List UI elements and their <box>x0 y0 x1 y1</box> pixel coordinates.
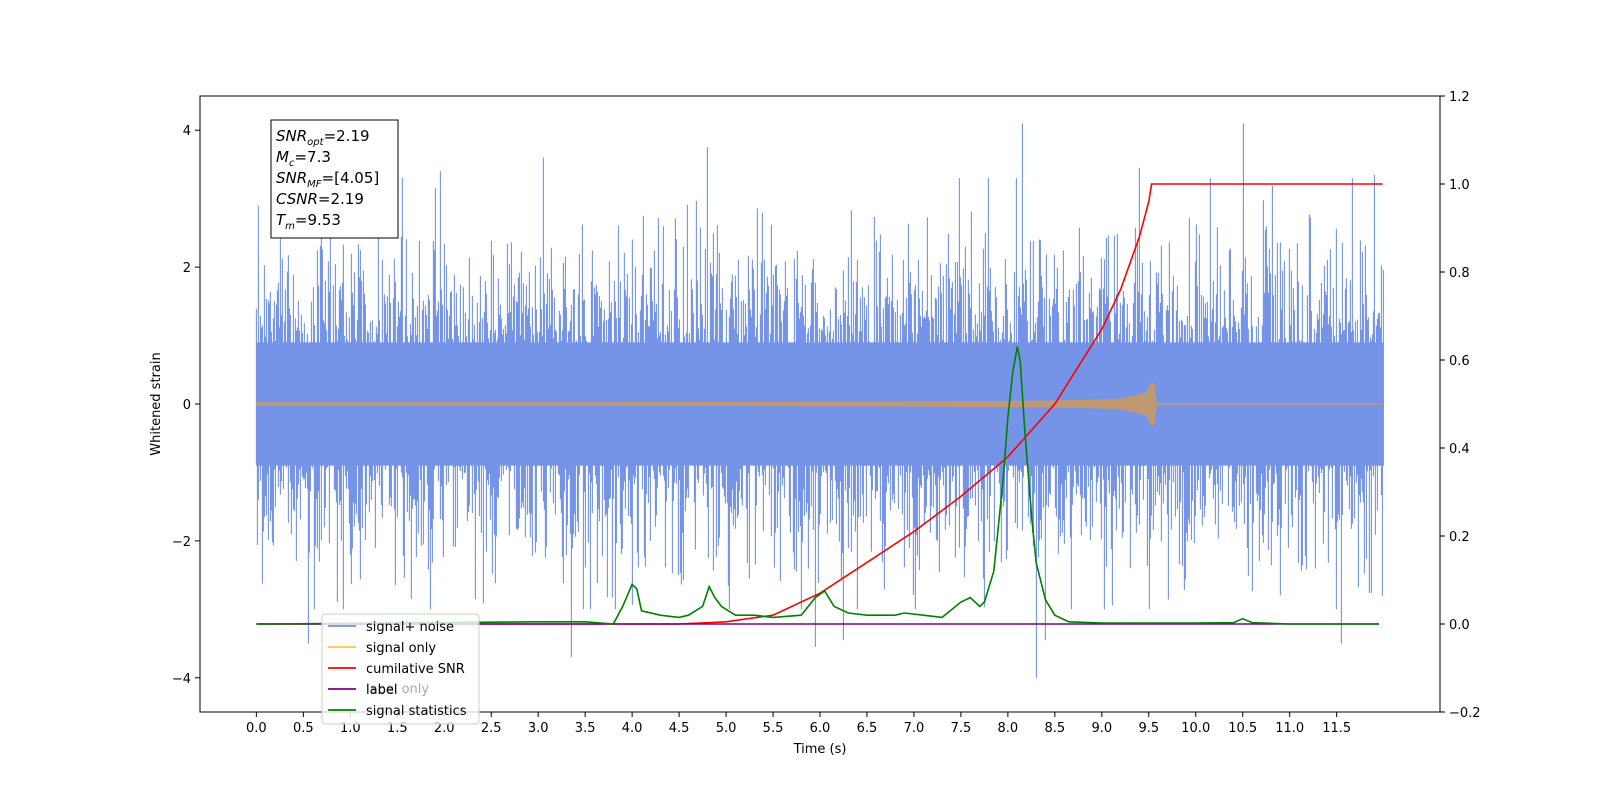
x-tick-label: 10.0 <box>1181 721 1210 736</box>
y2-tick-label: 0.4 <box>1449 442 1470 457</box>
x-tick-label: 7.0 <box>904 721 925 736</box>
x-axis-label: Time (s) <box>793 742 847 757</box>
parameter-line: Tm=9.53 <box>276 211 341 232</box>
y-axis-right: −0.2 0.0 0.2 0.4 0.6 0.8 1.0 1.2 <box>1440 90 1481 721</box>
legend: label only signal+ noise signal only cumila… <box>321 613 480 725</box>
series-signal-only <box>255 383 1383 425</box>
y2-tick-label: −0.2 <box>1449 706 1481 721</box>
parameter-line: Mc=7.3 <box>276 148 331 169</box>
x-tick-label: 0.5 <box>293 721 314 736</box>
y-tick-label: 0 <box>183 398 191 413</box>
x-tick-label: 9.0 <box>1091 721 1112 736</box>
x-tick-label: 5.5 <box>763 721 784 736</box>
x-tick-label: 6.5 <box>857 721 878 736</box>
x-tick-label: 7.5 <box>951 721 972 736</box>
x-tick-label: 11.0 <box>1275 721 1304 736</box>
x-tick-label: 8.0 <box>998 721 1019 736</box>
parameter-line: SNRMF=[4.05] <box>276 169 379 190</box>
legend-label: signal statistics <box>366 704 467 719</box>
x-tick-label: 3.0 <box>528 721 549 736</box>
legend-hidden-entry: label only <box>366 682 429 697</box>
x-tick-label: 6.0 <box>810 721 831 736</box>
y-tick-label: 2 <box>183 261 191 276</box>
plot-area <box>255 123 1384 678</box>
y-axis-label: Whitened strain <box>149 352 164 455</box>
x-tick-label: 11.5 <box>1322 721 1351 736</box>
y-tick-label: 4 <box>183 124 191 139</box>
legend-frame <box>321 613 480 725</box>
parameter-line: SNRopt=2.19 <box>276 127 370 148</box>
x-tick-label: 5.0 <box>716 721 737 736</box>
x-tick-label: 3.5 <box>575 721 596 736</box>
legend-label: signal+ noise <box>366 620 454 635</box>
y2-tick-label: 0.2 <box>1449 530 1470 545</box>
legend-label: cumilative SNR <box>366 662 465 677</box>
y-axis-left: −4 −2 0 2 4 <box>172 124 200 687</box>
x-tick-label: 10.5 <box>1228 721 1257 736</box>
x-tick-label: 4.5 <box>669 721 690 736</box>
x-tick-label: 4.0 <box>622 721 643 736</box>
y2-tick-label: 1.2 <box>1449 90 1470 105</box>
y2-tick-label: 0.0 <box>1449 618 1470 633</box>
x-tick-label: 1.0 <box>340 721 361 736</box>
parameter-line: CSNR=2.19 <box>276 190 364 208</box>
y2-tick-label: 0.6 <box>1449 354 1470 369</box>
x-tick-label: 2.0 <box>434 721 455 736</box>
y2-tick-label: 1.0 <box>1449 178 1470 193</box>
x-tick-label: 1.5 <box>387 721 408 736</box>
x-tick-label: 2.5 <box>481 721 502 736</box>
y-tick-label: −4 <box>172 672 191 687</box>
x-tick-label: 0.0 <box>246 721 267 736</box>
legend-label: signal only <box>366 641 436 656</box>
legend-label: label <box>366 683 397 698</box>
x-axis: 0.0 0.5 1.0 1.5 2.0 2.5 3.0 3.5 4.0 4.5 5.0 5.5 6.0 6… <box>246 712 1351 736</box>
series-signal-statistics <box>256 346 1379 625</box>
x-tick-label: 9.5 <box>1138 721 1159 736</box>
x-tick-label: 8.5 <box>1045 721 1066 736</box>
parameter-box-frame <box>270 119 399 239</box>
y2-tick-label: 0.8 <box>1449 266 1470 281</box>
y-tick-label: −2 <box>172 535 191 550</box>
